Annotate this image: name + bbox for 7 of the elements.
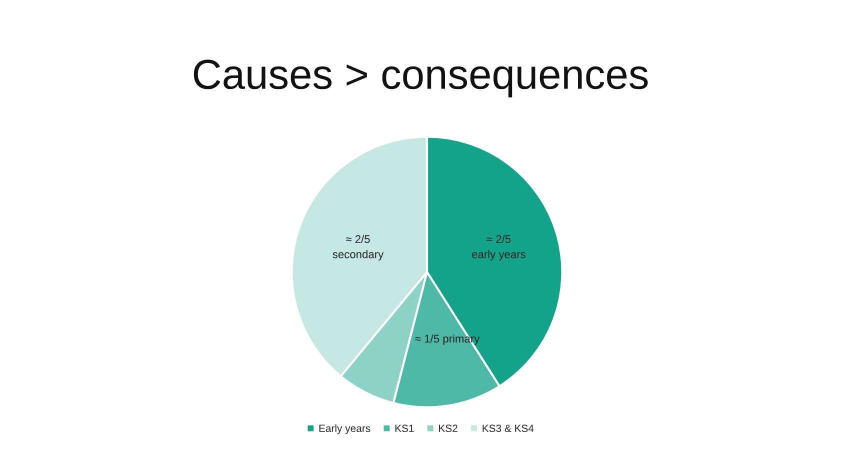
legend-label: KS2: [439, 424, 458, 432]
chart-title: Causes > consequences: [194, 60, 648, 98]
legend-label: KS1: [395, 424, 414, 432]
text: ≈ 2/5 early years: [472, 234, 526, 260]
text: ≈ 2/5 secondary: [332, 234, 384, 260]
legend-label: KS3 & KS4: [482, 424, 534, 432]
legend-label: Early years: [319, 424, 370, 434]
